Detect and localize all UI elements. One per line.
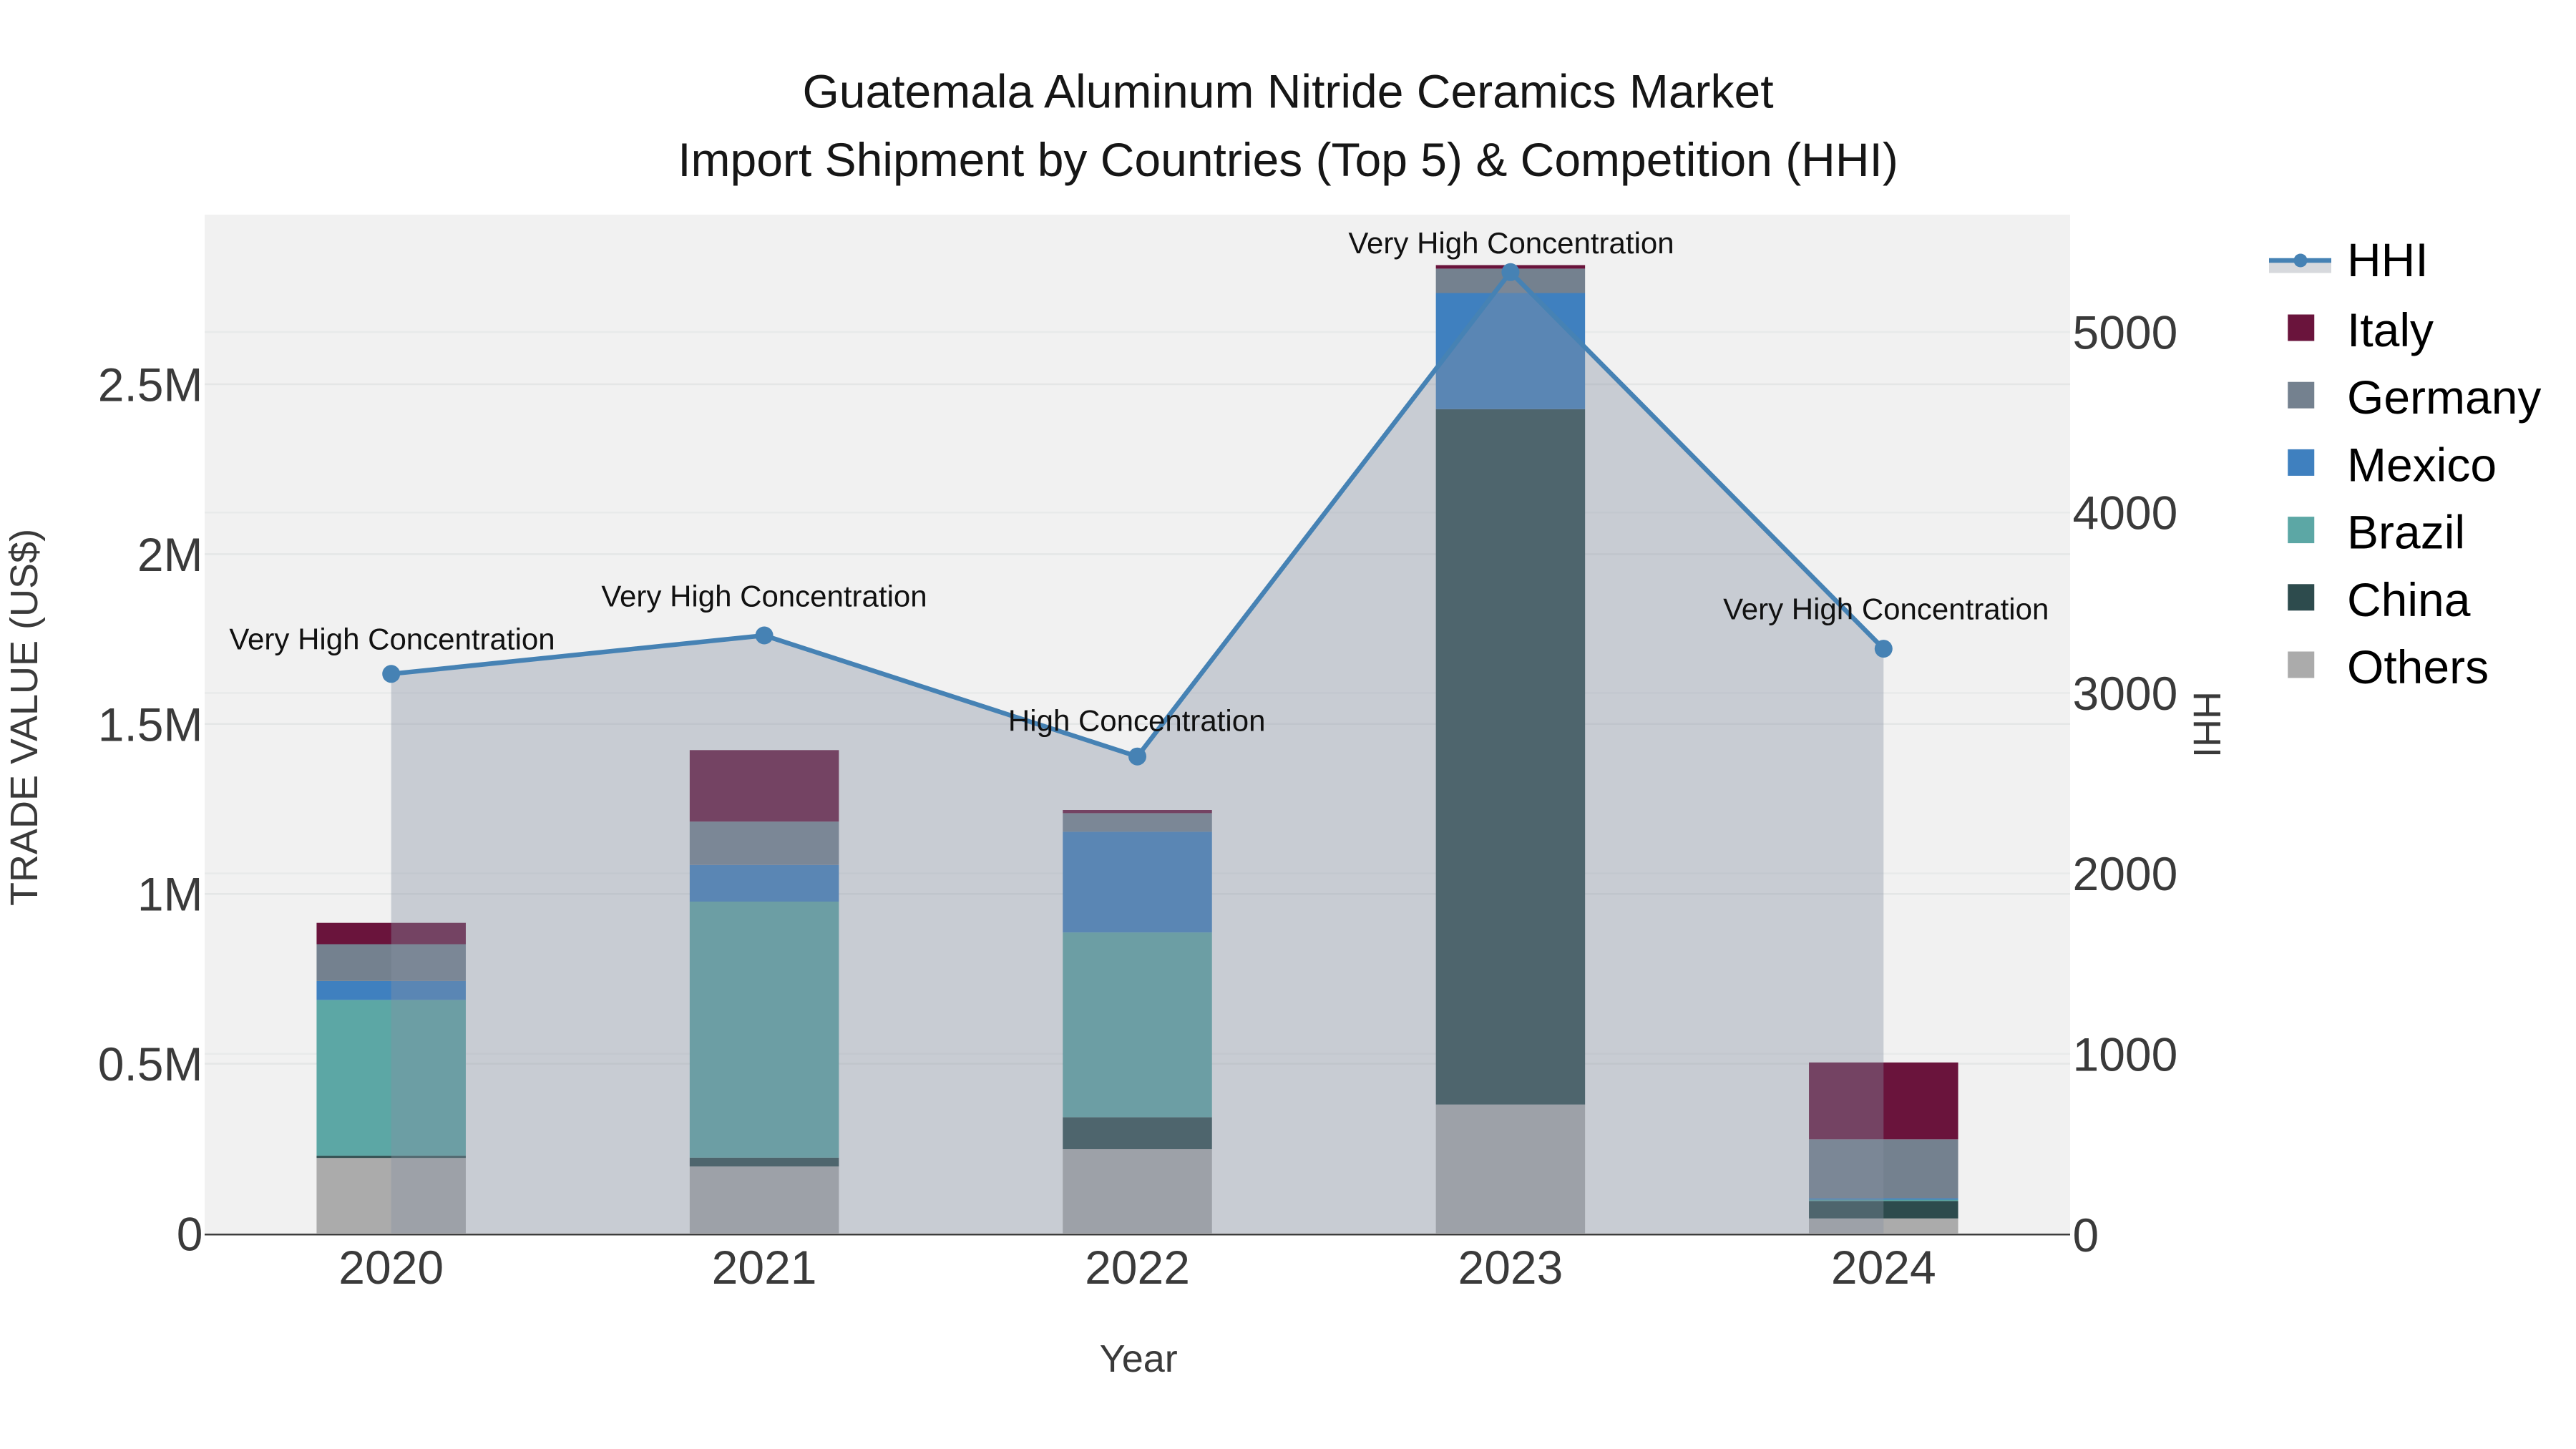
svg-text:Year: Year: [1100, 1337, 1178, 1380]
svg-text:Very High Concentration: Very High Concentration: [229, 623, 555, 656]
svg-text:2022: 2022: [1085, 1241, 1190, 1294]
svg-text:0: 0: [2073, 1209, 2099, 1262]
svg-text:HHI: HHI: [2185, 691, 2228, 758]
svg-text:2.5M: 2.5M: [98, 358, 203, 411]
svg-text:5000: 5000: [2073, 306, 2178, 359]
svg-text:High Concentration: High Concentration: [1008, 704, 1266, 738]
svg-text:HHI: HHI: [2347, 233, 2429, 286]
svg-text:2000: 2000: [2073, 847, 2178, 900]
svg-text:China: China: [2347, 573, 2471, 626]
svg-text:4000: 4000: [2073, 487, 2178, 540]
svg-text:2024: 2024: [1831, 1241, 1936, 1294]
svg-text:Italy: Italy: [2347, 303, 2434, 356]
svg-text:2021: 2021: [712, 1241, 817, 1294]
svg-text:Very High Concentration: Very High Concentration: [601, 580, 927, 613]
svg-text:Brazil: Brazil: [2347, 506, 2465, 559]
svg-text:2023: 2023: [1458, 1241, 1563, 1294]
svg-text:Guatemala Aluminum Nitride Cer: Guatemala Aluminum Nitride Ceramics Mark…: [802, 65, 1773, 118]
svg-text:2020: 2020: [338, 1241, 444, 1294]
svg-text:Very High Concentration: Very High Concentration: [1348, 226, 1674, 260]
svg-text:1000: 1000: [2073, 1028, 2178, 1080]
svg-text:0.5M: 0.5M: [98, 1038, 203, 1091]
svg-text:Others: Others: [2347, 640, 2489, 693]
svg-text:3000: 3000: [2073, 667, 2178, 720]
svg-text:2M: 2M: [137, 528, 203, 581]
svg-text:1M: 1M: [137, 868, 203, 921]
svg-text:Very High Concentration: Very High Concentration: [1723, 592, 2049, 626]
svg-text:0: 0: [177, 1208, 203, 1261]
svg-text:Germany: Germany: [2347, 371, 2541, 424]
svg-text:1.5M: 1.5M: [98, 698, 203, 751]
svg-text:Mexico: Mexico: [2347, 438, 2497, 491]
svg-text:Import Shipment by Countries (: Import Shipment by Countries (Top 5) & C…: [678, 133, 1898, 186]
svg-text:TRADE VALUE (US$): TRADE VALUE (US$): [3, 529, 46, 906]
